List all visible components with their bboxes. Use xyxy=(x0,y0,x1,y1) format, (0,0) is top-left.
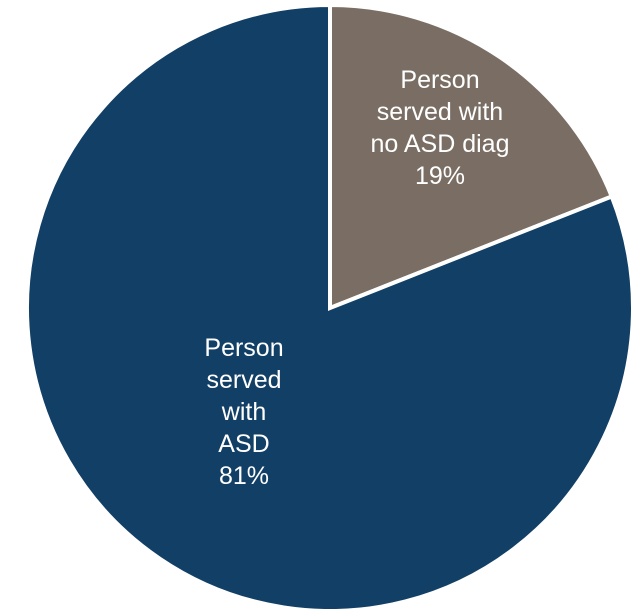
pie-slice-1 xyxy=(24,2,635,609)
pie-slice-label-0: Person served with no ASD diag 19% xyxy=(371,66,510,190)
pie-slice-label-line: with xyxy=(221,398,266,426)
pie-slice-label-line: Person xyxy=(204,334,283,362)
pie-slice-value-label: 19% xyxy=(415,162,465,190)
pie-slice-label-line: ASD xyxy=(218,430,269,458)
pie-slice-label-line: served with xyxy=(377,98,503,126)
pie-labels: Person served with no ASD diag 19% Person ser… xyxy=(204,66,509,490)
pie-slice-label-line: served xyxy=(206,366,281,394)
pie-slice-value-label: 81% xyxy=(219,462,269,490)
pie-slice-0 xyxy=(328,2,615,311)
pie-slices xyxy=(24,2,635,609)
pie-slice-label-1: Person served with ASD 81% xyxy=(204,334,283,490)
pie-slice-label-line: Person xyxy=(400,66,479,94)
pie-slice-label-line: no ASD diag xyxy=(371,130,510,158)
